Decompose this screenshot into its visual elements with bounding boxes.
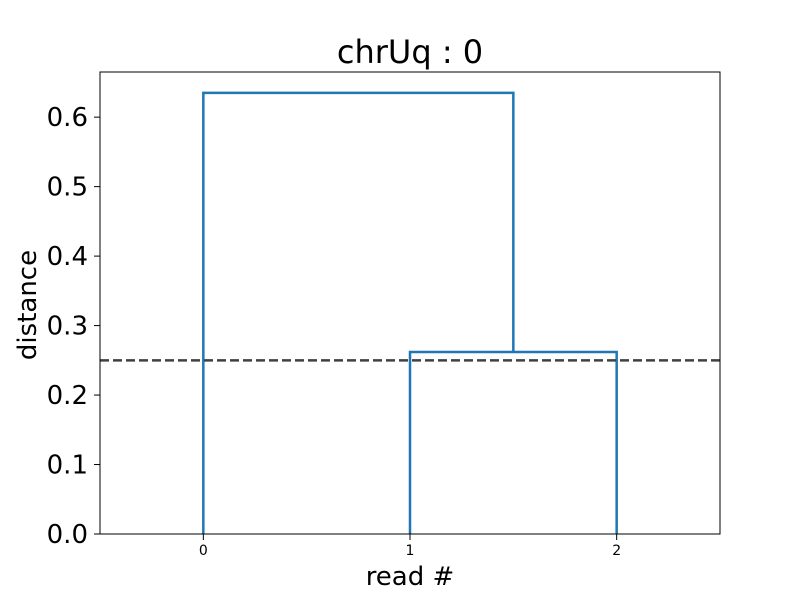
y-tick-label: 0.2 — [47, 381, 88, 411]
x-tick-label: 0 — [199, 543, 208, 559]
x-axis-ticks: 0 1 2 — [199, 534, 621, 559]
dendrogram-link-1 — [202, 91, 515, 534]
x-axis-label: read # — [366, 562, 455, 592]
y-tick-label: 0.1 — [47, 451, 88, 481]
chart-title: chrUq : 0 — [337, 33, 483, 71]
y-tick-label: 0.6 — [47, 103, 88, 133]
y-tick-label: 0.5 — [47, 173, 88, 203]
y-axis-label: distance — [13, 250, 43, 360]
y-axis-ticks: 0.0 0.1 0.2 0.3 0.4 0.5 0.6 — [47, 103, 100, 550]
x-tick-label: 2 — [612, 543, 621, 559]
x-tick-label: 1 — [406, 543, 415, 559]
dendrogram-link-0 — [408, 350, 618, 534]
y-tick-label: 0.3 — [47, 312, 88, 342]
y-tick-label: 0.0 — [47, 520, 88, 550]
y-tick-label: 0.4 — [47, 242, 88, 272]
dendrogram-links — [202, 91, 618, 534]
